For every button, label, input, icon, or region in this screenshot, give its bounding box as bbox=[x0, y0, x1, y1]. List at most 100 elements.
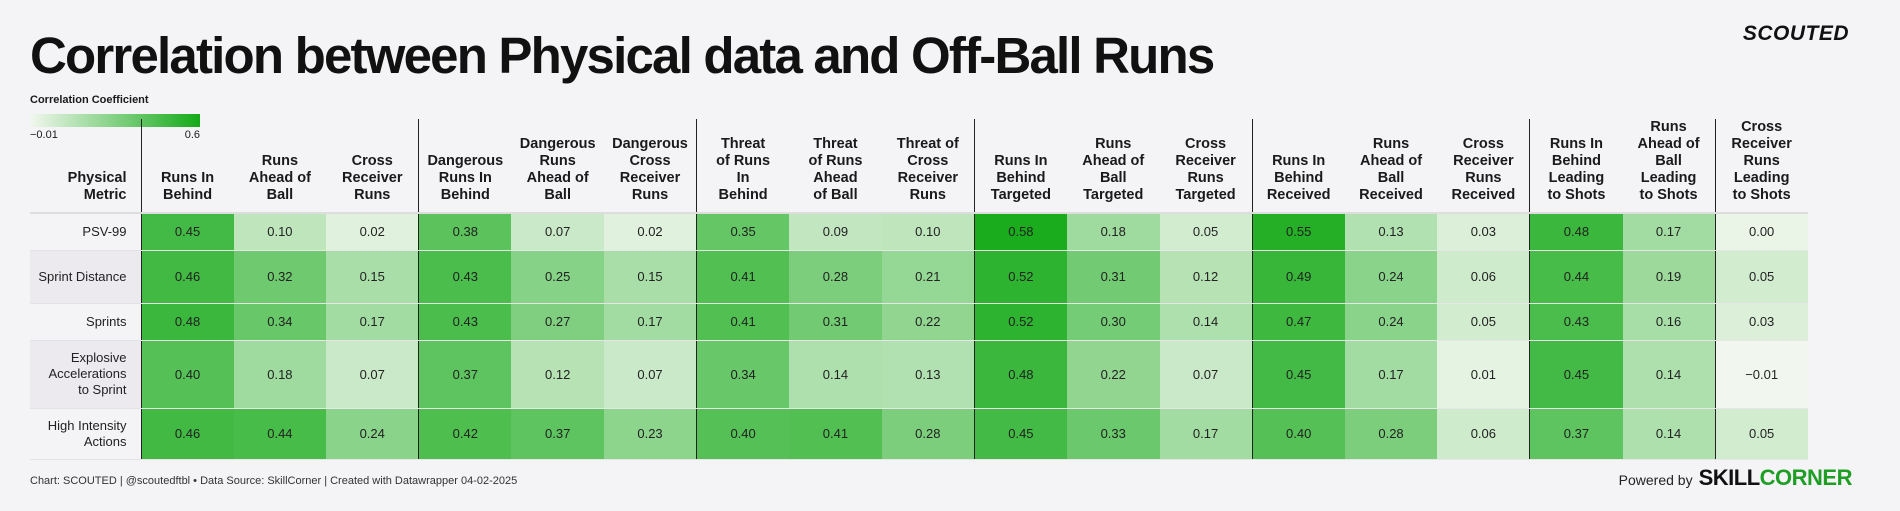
scouted-logo: SCOUTED bbox=[1742, 22, 1849, 45]
heatmap-cell: 0.34 bbox=[233, 303, 327, 341]
heatmap-cell: 0.43 bbox=[1529, 303, 1623, 341]
row-label: Sprints bbox=[30, 303, 141, 341]
heatmap-cell: 0.03 bbox=[1714, 303, 1808, 341]
heatmap-cell: 0.45 bbox=[1251, 340, 1345, 409]
column-header: Cross Receiver Runs Received bbox=[1437, 119, 1530, 214]
heatmap-cell: 0.34 bbox=[696, 340, 790, 409]
heatmap-cell: 0.22 bbox=[881, 303, 975, 341]
heatmap-cell: 0.40 bbox=[140, 340, 234, 409]
chart-title: Correlation between Physical data and Of… bbox=[30, 27, 1215, 84]
heatmap-cell: 0.16 bbox=[1622, 303, 1716, 341]
table-row: PSV-99 0.45 0.10 0.02 0.38 0.07 0.02 0.35 0.09 0.… bbox=[30, 213, 1808, 251]
column-header: Runs In Behind Leading to Shots bbox=[1529, 119, 1623, 214]
skillcorner-logo-part1: SKILL bbox=[1698, 465, 1761, 490]
column-header: Threat of Runs Ahead of Ball bbox=[789, 119, 882, 214]
heatmap-cell: 0.27 bbox=[511, 303, 604, 341]
heatmap-cell: 0.17 bbox=[326, 303, 419, 341]
heatmap-cell: 0.58 bbox=[973, 213, 1067, 251]
heatmap-cell: 0.48 bbox=[973, 340, 1067, 409]
heatmap-cell: 0.48 bbox=[1529, 213, 1623, 251]
row-label: PSV-99 bbox=[30, 213, 141, 251]
heatmap-cell: 0.15 bbox=[603, 250, 697, 304]
heatmap-cell: 0.44 bbox=[1529, 250, 1623, 304]
table-row: Sprints 0.48 0.34 0.17 0.43 0.27 0.17 0.41 0.31 0… bbox=[30, 303, 1808, 341]
heatmap-cell: 0.12 bbox=[1159, 250, 1253, 304]
heatmap-cell: 0.07 bbox=[1159, 340, 1253, 409]
heatmap-cell: 0.12 bbox=[511, 340, 604, 409]
heatmap-cell: 0.47 bbox=[1251, 303, 1345, 341]
heatmap-cell: 0.14 bbox=[1622, 408, 1716, 460]
table-row: Sprint Distance 0.46 0.32 0.15 0.43 0.25 0.15 0… bbox=[30, 250, 1808, 304]
heatmap-cell: 0.28 bbox=[1344, 408, 1438, 460]
heatmap-cell: 0.01 bbox=[1437, 340, 1530, 409]
heatmap-cell: 0.22 bbox=[1066, 340, 1160, 409]
heatmap-cell: 0.45 bbox=[140, 213, 234, 251]
heatmap-cell: 0.10 bbox=[233, 213, 327, 251]
heatmap-cell: 0.14 bbox=[1622, 340, 1716, 409]
source-note: Chart: SCOUTED | @scoutedftbl • Data Sou… bbox=[30, 475, 518, 487]
heatmap-cell: 0.13 bbox=[1344, 213, 1438, 251]
column-header: Runs Ahead of Ball Targeted bbox=[1066, 119, 1160, 214]
skillcorner-logo-part2: CORNER bbox=[1759, 465, 1853, 490]
column-header: Threat of Cross Receiver Runs bbox=[881, 119, 975, 214]
heatmap-cell: 0.17 bbox=[1159, 408, 1253, 460]
heatmap-cell: 0.49 bbox=[1251, 250, 1345, 304]
row-label: Sprint Distance bbox=[30, 250, 141, 304]
heatmap-cell: 0.40 bbox=[696, 408, 790, 460]
heatmap-cell: 0.07 bbox=[511, 213, 604, 251]
heatmap-cell: 0.18 bbox=[1066, 213, 1160, 251]
heatmap-cell: 0.02 bbox=[326, 213, 419, 251]
heatmap-cell: 0.52 bbox=[973, 250, 1067, 304]
heatmap-cell: 0.19 bbox=[1622, 250, 1716, 304]
heatmap-cell: 0.17 bbox=[1622, 213, 1716, 251]
table-row: High Intensity Actions 0.46 0.44 0.24 0.42 0.… bbox=[30, 408, 1808, 460]
heatmap-cell: 0.24 bbox=[1344, 250, 1438, 304]
row-header-label: Physical Metric bbox=[30, 119, 141, 214]
column-header: Runs In Behind Received bbox=[1251, 119, 1345, 214]
heatmap-cell: 0.25 bbox=[511, 250, 604, 304]
column-header: Runs Ahead of Ball Leading to Shots bbox=[1622, 119, 1716, 214]
heatmap-cell: 0.17 bbox=[1344, 340, 1438, 409]
heatmap-cell: 0.06 bbox=[1437, 250, 1530, 304]
heatmap-cell: 0.41 bbox=[696, 250, 790, 304]
column-header: Cross Receiver Runs Leading to Shots bbox=[1714, 119, 1808, 214]
heatmap-cell: 0.32 bbox=[233, 250, 327, 304]
legend-title: Correlation Coefficient bbox=[30, 94, 149, 106]
heatmap-cell: 0.14 bbox=[789, 340, 882, 409]
heatmap-cell: 0.14 bbox=[1159, 303, 1253, 341]
heatmap-cell: 0.15 bbox=[326, 250, 419, 304]
heatmap-cell: 0.37 bbox=[511, 408, 604, 460]
heatmap-cell: 0.44 bbox=[233, 408, 327, 460]
heatmap-cell: 0.43 bbox=[418, 303, 512, 341]
heatmap-cell: 0.40 bbox=[1251, 408, 1345, 460]
heatmap-cell: 0.31 bbox=[789, 303, 882, 341]
heatmap-cell: 0.05 bbox=[1714, 408, 1808, 460]
column-header: Dangerous Runs In Behind bbox=[418, 119, 512, 214]
heatmap-cell: 0.03 bbox=[1437, 213, 1530, 251]
heatmap-cell: 0.13 bbox=[881, 340, 975, 409]
heatmap-cell: 0.21 bbox=[881, 250, 975, 304]
header-row: Physical Metric Runs In Behind Runs Ahead … bbox=[30, 119, 1808, 214]
heatmap-cell: 0.48 bbox=[140, 303, 234, 341]
heatmap-cell: 0.07 bbox=[326, 340, 419, 409]
heatmap-cell: 0.28 bbox=[789, 250, 882, 304]
heatmap-cell: 0.43 bbox=[418, 250, 512, 304]
heatmap-cell: 0.10 bbox=[881, 213, 975, 251]
heatmap-cell: 0.35 bbox=[696, 213, 790, 251]
heatmap-cell: 0.45 bbox=[973, 408, 1067, 460]
skillcorner-logo: SKILLCORNER bbox=[1698, 465, 1853, 491]
heatmap-cell: 0.42 bbox=[418, 408, 512, 460]
heatmap-cell: 0.23 bbox=[603, 408, 697, 460]
heatmap-cell: 0.07 bbox=[603, 340, 697, 409]
column-header: Cross Receiver Runs Targeted bbox=[1159, 119, 1253, 214]
column-header: Dangerous Cross Receiver Runs bbox=[603, 119, 697, 214]
heatmap-cell: 0.06 bbox=[1437, 408, 1530, 460]
heatmap-cell: 0.31 bbox=[1066, 250, 1160, 304]
heatmap-cell: 0.17 bbox=[603, 303, 697, 341]
heatmap-cell: 0.52 bbox=[973, 303, 1067, 341]
row-label: High Intensity Actions bbox=[30, 408, 141, 460]
heatmap-cell: 0.18 bbox=[233, 340, 327, 409]
column-header: Runs In Behind bbox=[140, 119, 234, 214]
column-header: Dangerous Runs Ahead of Ball bbox=[511, 119, 604, 214]
heatmap-cell: 0.02 bbox=[603, 213, 697, 251]
